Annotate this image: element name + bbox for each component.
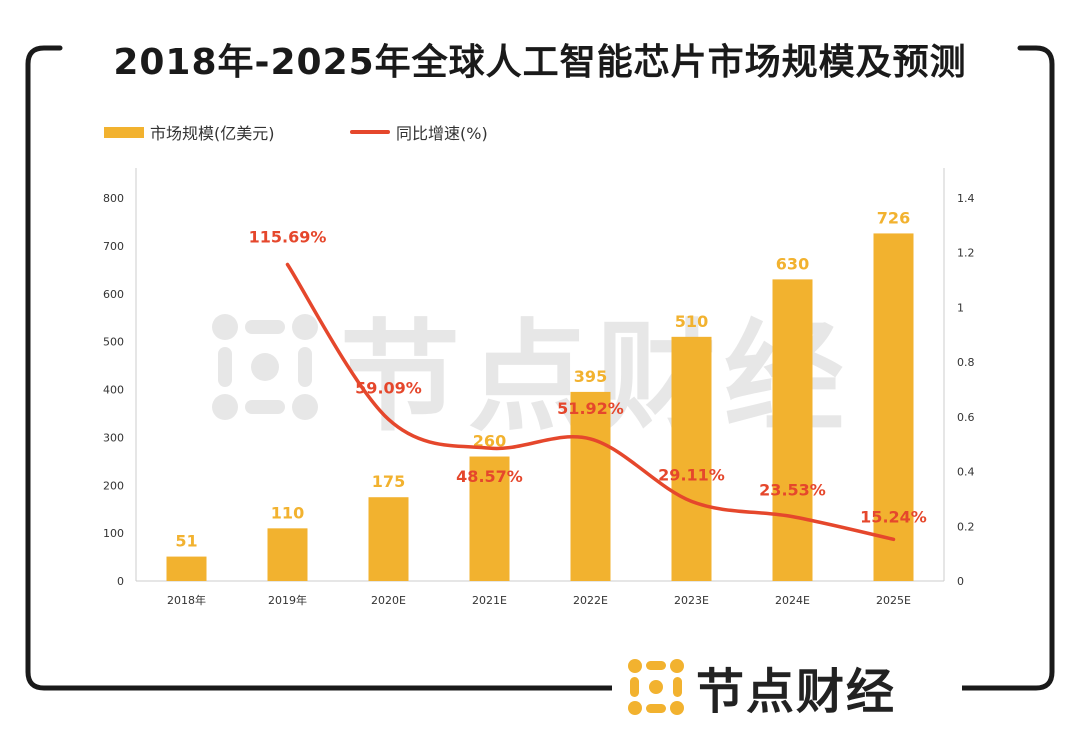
y-left-tick-label: 400 — [103, 384, 124, 397]
growth-value-label: 51.92% — [557, 399, 624, 418]
y-right-tick-label: 0 — [957, 575, 964, 588]
y-left-tick-label: 700 — [103, 240, 124, 253]
growth-value-label: 15.24% — [860, 507, 927, 526]
growth-line — [285, 262, 896, 542]
legend-bar: 市场规模(亿美元) — [104, 120, 275, 144]
growth-value-label: 29.11% — [658, 465, 725, 484]
chart-title: 2018年-2025年全球人工智能芯片市场规模及预测 — [80, 38, 1000, 88]
growth-value-label: 59.09% — [355, 378, 422, 397]
legend-bar-label: 市场规模(亿美元) — [150, 124, 275, 143]
growth-value-label: 115.69% — [249, 228, 327, 247]
y-right-tick-label: 0.6 — [957, 411, 975, 424]
node-logo-icon — [628, 659, 684, 715]
y-left-tick-label: 200 — [103, 479, 124, 492]
bar-value-label: 110 — [271, 503, 304, 522]
y-left-tick-label: 600 — [103, 288, 124, 301]
x-tick-label: 2023E — [674, 594, 709, 607]
bar — [671, 336, 712, 581]
x-tick-label: 2020E — [371, 594, 406, 607]
bar-value-label: 630 — [776, 254, 809, 273]
bar-value-label: 510 — [675, 312, 708, 331]
y-right-tick-label: 1.2 — [957, 247, 975, 260]
y-right-tick-label: 0.4 — [957, 466, 975, 479]
x-tick-label: 2025E — [876, 594, 911, 607]
x-tick-label: 2019年 — [268, 593, 307, 607]
x-tick-label: 2022E — [573, 594, 608, 607]
y-left-tick-label: 800 — [103, 192, 124, 205]
legend-line: 同比增速(%) — [350, 120, 488, 144]
x-tick-label: 2018年 — [167, 593, 206, 607]
bar — [469, 456, 510, 581]
y-right-tick-label: 1.4 — [957, 192, 975, 205]
y-right-tick-label: 1 — [957, 301, 964, 314]
y-left-tick-label: 0 — [117, 575, 124, 588]
y-left-tick-label: 300 — [103, 431, 124, 444]
bar — [772, 279, 813, 581]
growth-value-label: 23.53% — [759, 481, 826, 500]
bar-value-label: 51 — [175, 532, 197, 551]
bar — [368, 497, 409, 581]
brand: 节点财经 — [612, 652, 962, 722]
bar-value-label: 726 — [877, 208, 910, 227]
growth-value-label: 48.57% — [456, 467, 523, 486]
legend-bar-swatch — [104, 126, 144, 138]
bar — [166, 556, 207, 581]
brand-name: 节点财经 — [696, 664, 897, 720]
y-right-tick-label: 0.2 — [957, 520, 975, 533]
y-left-tick-label: 500 — [103, 336, 124, 349]
x-tick-label: 2021E — [472, 594, 507, 607]
bar-value-label: 175 — [372, 472, 405, 491]
legend-line-swatch — [350, 130, 390, 134]
y-right-tick-label: 0.8 — [957, 356, 975, 369]
bar — [873, 233, 914, 582]
y-left-tick-label: 100 — [103, 527, 124, 540]
bar — [570, 391, 611, 581]
legend-line-label: 同比增速(%) — [396, 124, 488, 143]
bar — [267, 528, 308, 581]
bar-value-label: 395 — [574, 367, 607, 386]
x-tick-label: 2024E — [775, 594, 810, 607]
